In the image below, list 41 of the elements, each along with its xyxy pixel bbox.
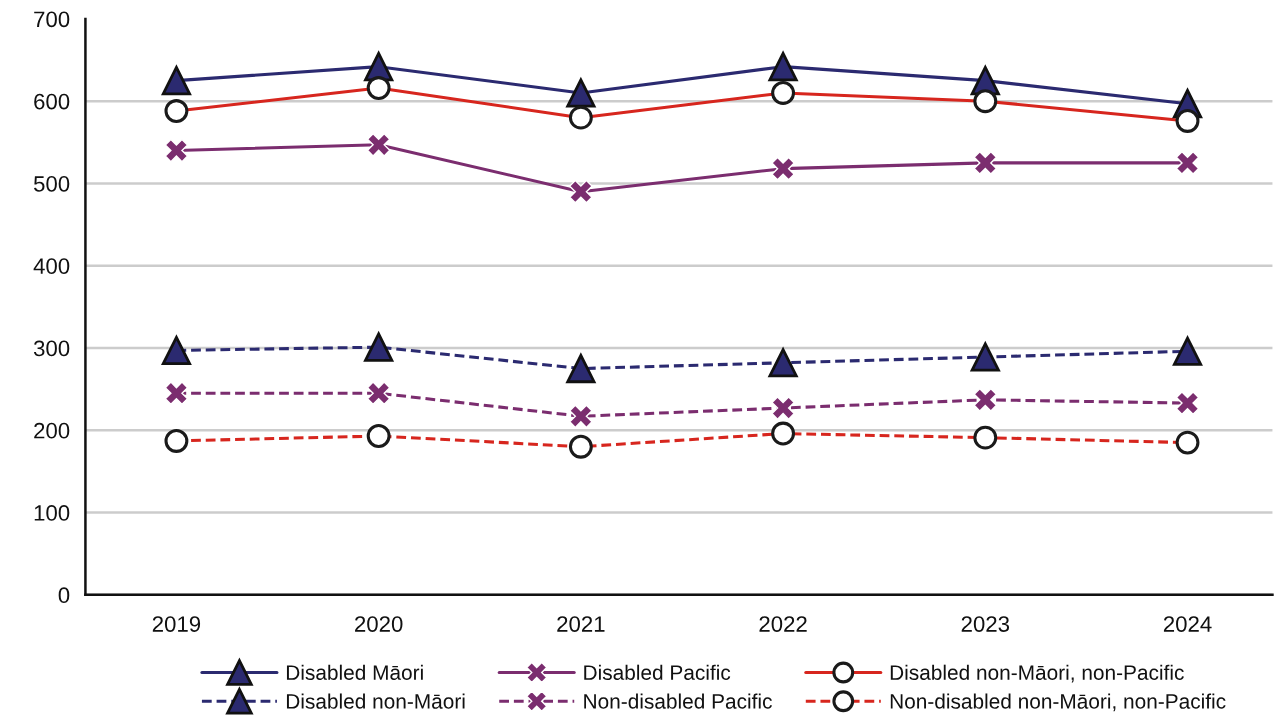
x-tick-label: 2020 xyxy=(355,616,403,632)
x-tick-label: 2022 xyxy=(759,616,807,632)
point xyxy=(161,66,192,96)
point xyxy=(1175,151,1200,175)
point xyxy=(366,381,391,406)
x-tick-label: 2024 xyxy=(1163,616,1212,632)
point xyxy=(973,388,998,412)
legend-label: Disabled Pacific xyxy=(584,664,731,680)
x-tick-label: 2023 xyxy=(961,616,1010,632)
legend-label: Disabled non-Māori xyxy=(286,693,465,709)
y-tick-label: 400 xyxy=(33,258,70,274)
point xyxy=(771,396,795,420)
point xyxy=(161,335,192,366)
legend-label: Disabled non-Māori, non-Pacific xyxy=(890,664,1184,683)
point xyxy=(566,78,596,108)
x-tick-label: 2019 xyxy=(152,616,201,632)
point xyxy=(1172,336,1203,366)
point xyxy=(768,52,798,82)
y-tick-label: 0 xyxy=(58,587,70,604)
point xyxy=(973,151,998,175)
y-tick-label: 300 xyxy=(33,340,70,357)
legend-label: Non-disabled non-Māori, non-Pacific xyxy=(890,693,1226,712)
point xyxy=(164,381,189,406)
legend-label: Disabled Māori xyxy=(286,664,423,680)
y-tick-label: 600 xyxy=(34,93,70,110)
y-tick-label: 500 xyxy=(33,175,70,192)
point xyxy=(566,353,596,384)
point xyxy=(1175,391,1200,415)
point xyxy=(366,132,391,157)
point xyxy=(569,179,593,204)
point xyxy=(768,348,798,378)
legend-label: Non-disabled Pacific xyxy=(584,693,772,709)
x-tick-label: 2021 xyxy=(557,616,605,632)
y-tick-label: 200 xyxy=(34,422,70,439)
point xyxy=(164,138,189,163)
point xyxy=(363,330,394,362)
point xyxy=(569,404,593,429)
y-tick-label: 700 xyxy=(34,11,70,28)
y-tick-label: 100 xyxy=(34,505,70,521)
point xyxy=(771,156,795,181)
point xyxy=(970,342,1000,372)
